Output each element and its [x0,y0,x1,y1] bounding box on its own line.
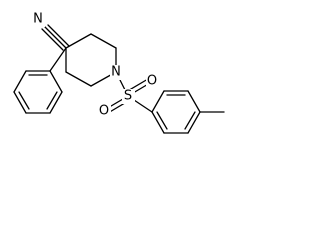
bond [65,71,92,87]
bond [46,91,58,110]
atom-label: S [124,89,132,104]
bond [49,70,63,93]
bond [156,111,168,130]
bond [13,70,27,93]
label-background [110,65,123,80]
atom-label: O [99,104,109,119]
bond [18,91,30,110]
label-background [98,104,111,119]
bond [44,26,67,49]
bond [187,90,201,113]
atom-label: O [147,74,157,89]
bond [49,47,67,72]
atom-label: N [111,65,121,80]
bond [184,111,196,130]
bond [41,28,64,51]
bond [13,91,27,114]
bond [90,33,117,49]
bond [65,33,92,49]
bond [151,90,165,113]
bond [47,24,70,47]
atom-label: N [33,12,43,27]
atom-labels: N N S O O [32,12,159,119]
bond [49,91,63,114]
label-background [32,12,45,27]
label-background [122,89,135,104]
label-background [146,74,159,89]
bond [187,111,201,134]
molecule-diagram: N N S O O [13,12,225,134]
bond [151,111,165,134]
